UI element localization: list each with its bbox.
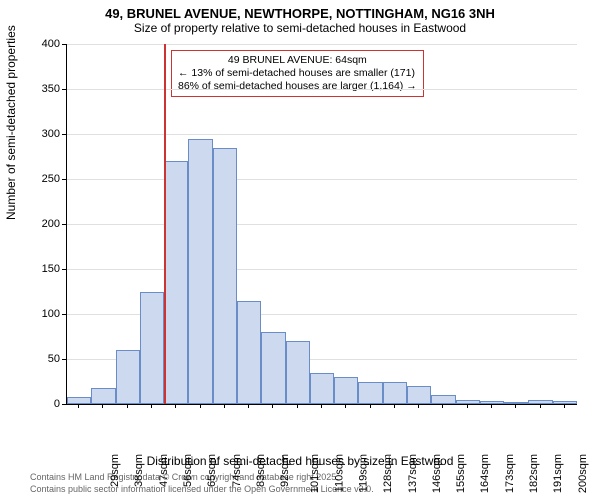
xtick-label: 173sqm <box>504 454 516 493</box>
gridline <box>67 44 577 45</box>
histogram-bar <box>116 350 140 404</box>
xtick-mark <box>272 404 273 408</box>
ytick-mark <box>62 179 66 180</box>
xtick-label: 182sqm <box>528 454 540 493</box>
xtick-mark <box>321 404 322 408</box>
xtick-mark <box>127 404 128 408</box>
histogram-bar <box>286 341 310 404</box>
xtick-mark <box>78 404 79 408</box>
ytick-label: 150 <box>24 263 60 275</box>
ytick-mark <box>62 314 66 315</box>
xtick-mark <box>345 404 346 408</box>
xtick-label: 191sqm <box>552 454 564 493</box>
xtick-mark <box>442 404 443 408</box>
ytick-mark <box>62 89 66 90</box>
annotation-box: 49 BRUNEL AVENUE: 64sqm ← 13% of semi-de… <box>171 50 424 97</box>
ytick-label: 250 <box>24 173 60 185</box>
histogram-bar <box>310 373 334 405</box>
xtick-label: 110sqm <box>333 454 345 492</box>
xtick-label: 101sqm <box>310 454 322 493</box>
xtick-mark <box>224 404 225 408</box>
histogram-bar <box>553 401 577 404</box>
annotation-line2: ← 13% of semi-detached houses are smalle… <box>178 67 417 80</box>
gridline <box>67 179 577 180</box>
xtick-label: 74sqm <box>231 454 243 487</box>
xtick-mark <box>297 404 298 408</box>
histogram-bar <box>383 382 407 405</box>
gridline <box>67 134 577 135</box>
xtick-mark <box>370 404 371 408</box>
histogram-bar <box>334 377 358 404</box>
histogram-bar <box>188 139 212 405</box>
xtick-label: 155sqm <box>455 454 467 493</box>
ytick-mark <box>62 134 66 135</box>
ytick-mark <box>62 359 66 360</box>
xtick-label: 119sqm <box>357 454 369 492</box>
ytick-label: 200 <box>24 218 60 230</box>
xtick-label: 65sqm <box>206 454 218 487</box>
xtick-label: 56sqm <box>182 454 194 487</box>
xtick-label: 164sqm <box>480 454 492 493</box>
annotation-line3: 86% of semi-detached houses are larger (… <box>178 80 417 93</box>
xtick-label: 83sqm <box>255 454 267 487</box>
ytick-label: 300 <box>24 128 60 140</box>
ytick-label: 50 <box>24 353 60 365</box>
histogram-bar <box>213 148 237 405</box>
ytick-label: 100 <box>24 308 60 320</box>
xtick-label: 146sqm <box>431 454 443 493</box>
xtick-mark <box>564 404 565 408</box>
histogram-bar <box>140 292 164 405</box>
chart-subtitle: Size of property relative to semi-detach… <box>0 21 600 39</box>
gridline <box>67 269 577 270</box>
ytick-mark <box>62 404 66 405</box>
ytick-mark <box>62 269 66 270</box>
xtick-label: 47sqm <box>158 454 170 487</box>
ytick-label: 400 <box>24 38 60 50</box>
xtick-label: 137sqm <box>407 454 419 493</box>
annotation-line1: 49 BRUNEL AVENUE: 64sqm <box>178 54 417 67</box>
xtick-mark <box>175 404 176 408</box>
ytick-mark <box>62 224 66 225</box>
reference-line <box>164 44 166 404</box>
ytick-mark <box>62 44 66 45</box>
footnote-2: Contains public sector information licen… <box>30 484 374 494</box>
xtick-mark <box>491 404 492 408</box>
histogram-bar <box>261 332 285 404</box>
xtick-mark <box>467 404 468 408</box>
chart-title: 49, BRUNEL AVENUE, NEWTHORPE, NOTTINGHAM… <box>0 0 600 21</box>
histogram-bar <box>91 388 115 404</box>
xtick-mark <box>102 404 103 408</box>
xtick-mark <box>151 404 152 408</box>
xtick-label: 29sqm <box>109 454 121 487</box>
ytick-label: 0 <box>24 398 60 410</box>
ytick-label: 350 <box>24 83 60 95</box>
histogram-bar <box>164 161 188 404</box>
histogram-bar <box>504 402 528 404</box>
gridline <box>67 89 577 90</box>
histogram-bar <box>407 386 431 404</box>
plot-area: 49 BRUNEL AVENUE: 64sqm ← 13% of semi-de… <box>66 44 577 405</box>
gridline <box>67 224 577 225</box>
histogram-bar <box>67 397 91 404</box>
histogram-bar <box>237 301 261 405</box>
histogram-bar <box>528 400 552 404</box>
xtick-mark <box>540 404 541 408</box>
xtick-mark <box>394 404 395 408</box>
histogram-bar <box>358 382 382 405</box>
xtick-label: 92sqm <box>279 454 291 487</box>
histogram-bar <box>456 400 480 405</box>
xtick-mark <box>418 404 419 408</box>
xtick-mark <box>248 404 249 408</box>
xtick-mark <box>515 404 516 408</box>
xtick-label: 200sqm <box>577 454 589 493</box>
xtick-label: 38sqm <box>133 454 145 487</box>
histogram-bar <box>431 395 455 404</box>
xtick-label: 128sqm <box>382 454 394 493</box>
y-axis-label: Number of semi-detached properties <box>4 25 18 220</box>
xtick-mark <box>200 404 201 408</box>
chart-container: 49, BRUNEL AVENUE, NEWTHORPE, NOTTINGHAM… <box>0 0 600 500</box>
